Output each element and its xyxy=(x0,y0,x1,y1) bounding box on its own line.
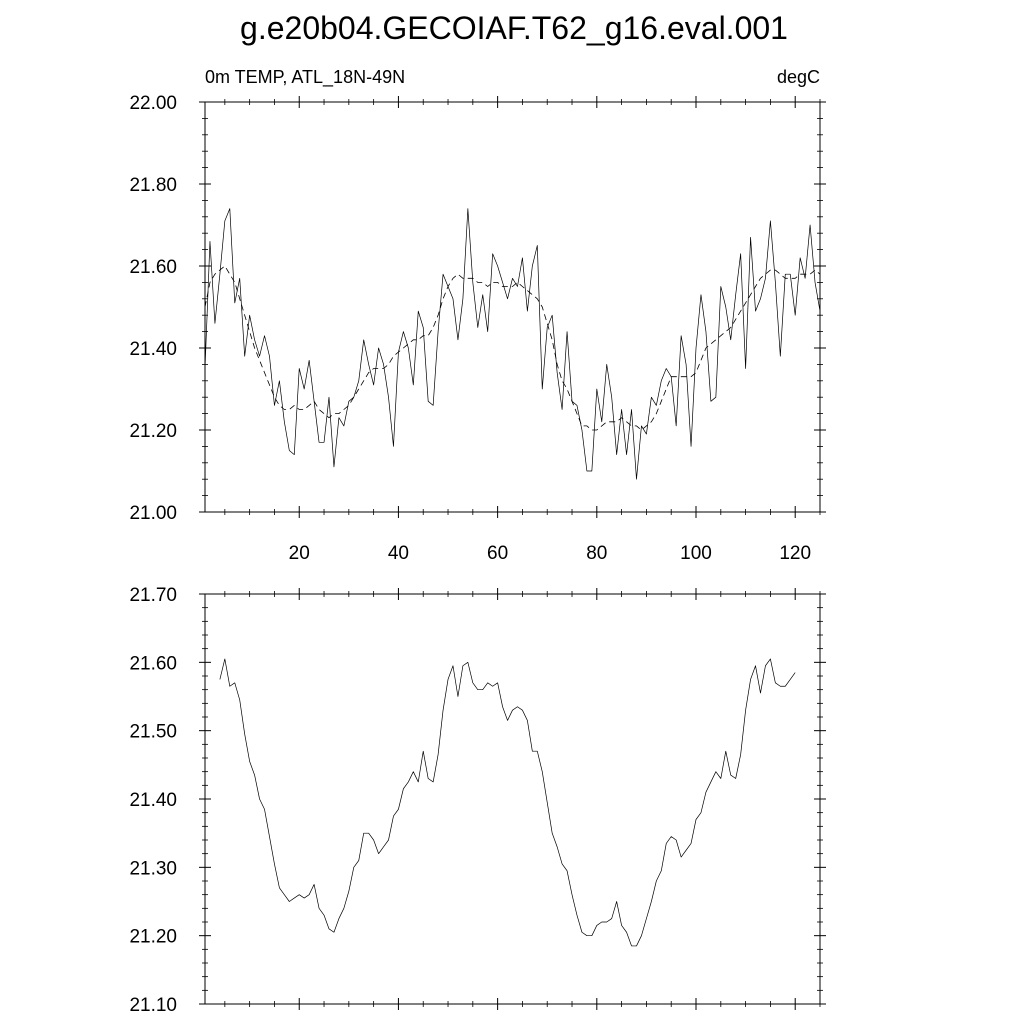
series-line-solid xyxy=(204,208,821,480)
x-tick-label: 20 xyxy=(289,543,310,564)
top-plot-frame xyxy=(204,101,821,513)
bottom-plot-marks xyxy=(219,658,796,947)
y-tick-label: 21.70 xyxy=(129,585,177,606)
x-tick-label: 40 xyxy=(388,543,409,564)
y-tick-label: 21.30 xyxy=(129,858,177,879)
top-left-string: 0m TEMP, ATL_18N-49N xyxy=(205,67,405,88)
x-tick-label: 120 xyxy=(779,543,811,564)
y-tick-label: 21.00 xyxy=(129,503,177,524)
figure-title: g.e20b04.GECOIAF.T62_g16.eval.001 xyxy=(240,10,788,46)
y-tick-label: 21.50 xyxy=(129,722,177,743)
y-tick-label: 21.10 xyxy=(129,995,177,1016)
y-tick-label: 21.20 xyxy=(129,927,177,948)
top-panel: 0m TEMP, ATL_18N-49N degC 21.00 21.20 21.4… xyxy=(129,67,826,564)
x-tick-label: 100 xyxy=(680,543,712,564)
y-tick-label: 21.80 xyxy=(129,175,177,196)
bottom-panel: 21.10 21.20 21.30 21.40 21.50 21.60 21.70 xyxy=(129,585,826,1016)
y-tick-label: 21.40 xyxy=(129,790,177,811)
top-right-string: degC xyxy=(777,67,820,87)
x-tick-label: 60 xyxy=(487,543,508,564)
series-line-dashed xyxy=(204,265,821,431)
top-plot-marks xyxy=(204,208,821,480)
y-tick-label: 21.40 xyxy=(129,339,177,360)
y-tick-label: 21.60 xyxy=(129,257,177,278)
bottom-plot-frame xyxy=(204,593,821,1005)
bottom-ticks: 21.10 21.20 21.30 21.40 21.50 21.60 21.70 xyxy=(129,585,826,1016)
y-tick-label: 22.00 xyxy=(129,93,177,114)
y-tick-label: 21.20 xyxy=(129,421,177,442)
x-tick-label: 80 xyxy=(586,543,607,564)
y-tick-label: 21.60 xyxy=(129,653,177,674)
top-ticks: 21.00 21.20 21.40 21.60 21.80 22.00 20 40 60 80 10… xyxy=(129,93,826,564)
series-line-solid xyxy=(219,658,796,947)
